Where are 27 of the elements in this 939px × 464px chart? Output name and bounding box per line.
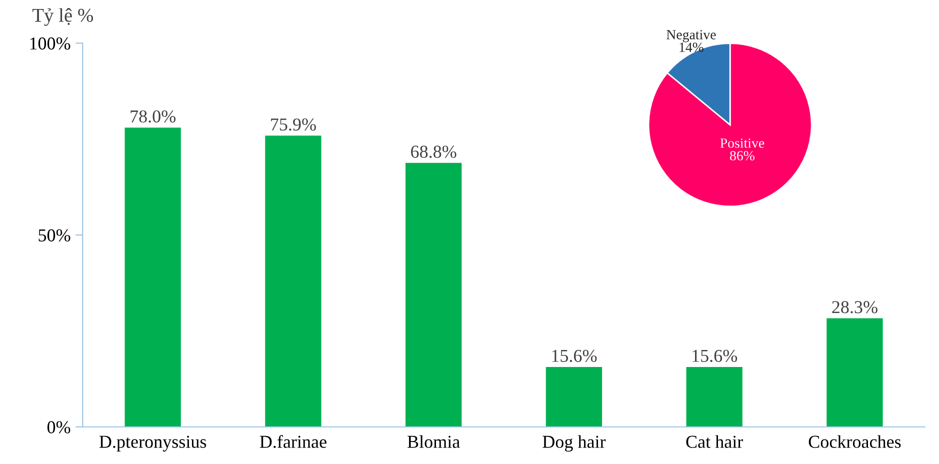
x-tick-label: Cockroaches — [808, 435, 901, 448]
data-label: 75.9% — [271, 118, 316, 131]
pie-slice — [648, 42, 812, 208]
y-tick-label: 50% — [38, 229, 70, 242]
bar — [406, 162, 462, 427]
x-tick-label: Cat hair — [686, 435, 744, 448]
bar — [826, 318, 883, 427]
x-tick-label: D.pteronyssius — [99, 436, 206, 452]
data-label: 28.3% — [832, 301, 878, 314]
bar — [546, 367, 602, 427]
data-label: 86% — [730, 151, 754, 160]
slice-label: Negative — [666, 30, 716, 42]
data-label: 15.6% — [552, 350, 597, 362]
x-tick-label: Dog hair — [542, 435, 606, 452]
slice-label: Positive — [720, 138, 764, 148]
x-tick-label: D.farinae — [260, 435, 326, 448]
y-tick-label: 100% — [30, 37, 70, 50]
data-label: 15.6% — [692, 350, 738, 362]
bar — [686, 367, 742, 427]
data-label: 14% — [680, 42, 704, 52]
data-label: 78.0% — [130, 110, 176, 123]
bar — [124, 128, 181, 427]
data-label: 68.8% — [411, 146, 456, 158]
y-tick-label: 0% — [47, 421, 70, 434]
y-axis-title: Tỷ lệ % — [32, 8, 93, 26]
bar — [265, 136, 322, 427]
x-tick-label: Blomia — [408, 435, 460, 448]
